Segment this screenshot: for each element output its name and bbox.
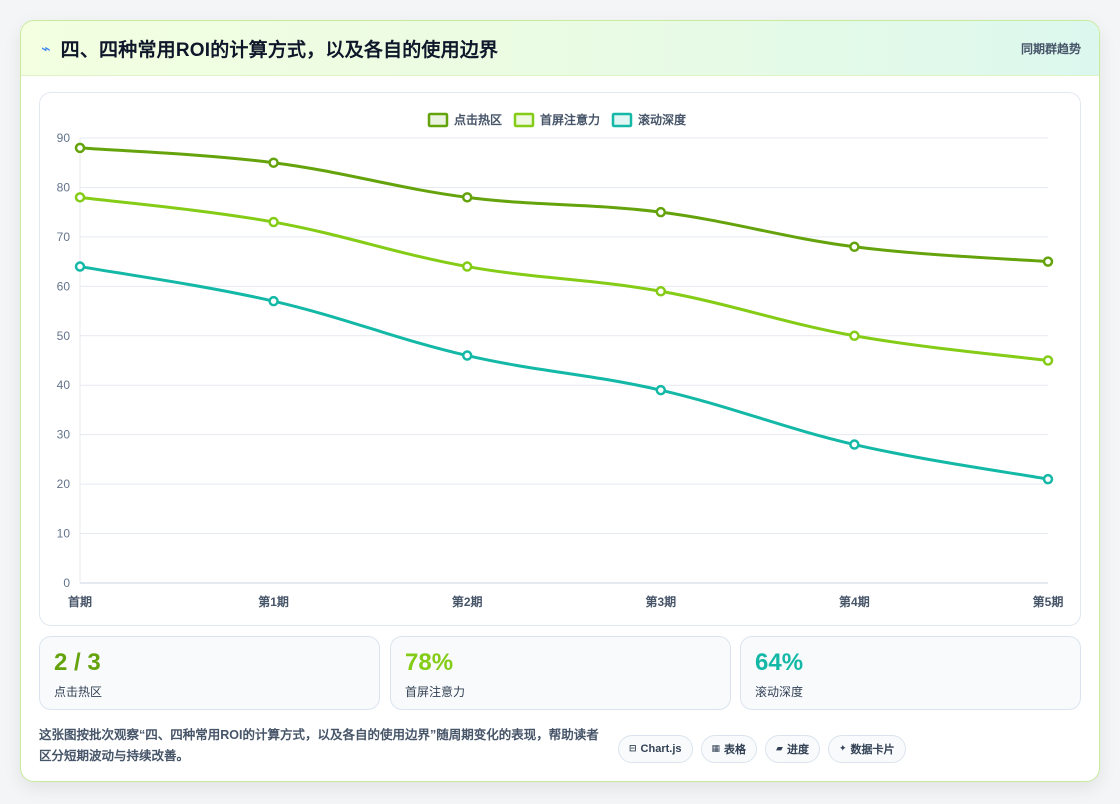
chart-card: ⌁ 四、四种常用ROI的计算方式，以及各自的使用边界 同期群趋势 0 10 20 30… (20, 20, 1100, 782)
chart-description: 这张图按批次观察“四、四种常用ROI的计算方式，以及各自的使用边界”随周期变化的… (39, 728, 599, 763)
data-point (1042, 355, 1054, 366)
cohort-trend-label: 同期群趋势 (1020, 41, 1081, 56)
data-point (461, 350, 473, 361)
y-tick-label: 50 (57, 329, 71, 343)
stat-cards: 2 / 3 点击热区 78% 首屏注意力 64% 滚动深度 (39, 636, 1081, 710)
data-point (74, 261, 86, 272)
legend-label: 点击热区 (454, 112, 502, 127)
title-wrap: ⌁ 四、四种常用ROI的计算方式，以及各自的使用边界 (41, 35, 498, 62)
x-tick-label: 首期 (68, 594, 92, 609)
y-tick-label: 90 (57, 131, 71, 145)
series-line (78, 195, 1050, 362)
data-point (268, 295, 279, 307)
data-point (461, 192, 473, 203)
y-tick-label: 80 (57, 180, 71, 194)
y-tick-label: 40 (57, 378, 71, 392)
page-title: 四、四种常用ROI的计算方式，以及各自的使用边界 (60, 39, 499, 61)
legend-swatch (513, 112, 535, 128)
stat-card-click-heat: 2 / 3 点击热区 (39, 636, 380, 710)
data-point (1042, 256, 1054, 267)
data-point (655, 384, 667, 396)
chart-container: 0 10 20 30 40 50 60 70 80 90 首期 第1期 第2期 第3期 第4期 第5期 点击热区… (39, 92, 1081, 626)
pill-label: 进度 (786, 744, 809, 756)
legend-label: 首屏注意力 (540, 112, 600, 127)
data-point (655, 206, 667, 218)
data-point (1042, 473, 1054, 485)
stat-card-first-screen: 78% 首屏注意力 (390, 636, 731, 710)
chartjs-pill[interactable]: ⊟ Chart.js (618, 735, 693, 763)
y-tick-label: 10 (57, 527, 71, 541)
x-tick-label: 第3期 (645, 594, 676, 609)
stat-label: 首屏注意力 (405, 685, 466, 699)
series-line (78, 265, 1050, 481)
table-pill[interactable]: ▦ 表格 (700, 735, 758, 763)
data-point (849, 330, 860, 342)
stat-card-scroll-depth: 64% 滚动深度 (740, 636, 1081, 710)
legend-label: 滚动深度 (638, 112, 687, 127)
series-line (78, 146, 1050, 264)
data-point (74, 192, 86, 203)
progress-icon: ▰ (776, 744, 783, 754)
y-tick-label: 30 (57, 428, 71, 442)
legend-swatch (611, 112, 633, 128)
data-point (74, 142, 86, 154)
lightning-icon: ⌁ (41, 38, 51, 58)
stat-label: 滚动深度 (755, 685, 804, 699)
stat-value: 2 / 3 (54, 649, 101, 676)
pill-label: Chart.js (640, 743, 682, 755)
y-tick-label: 0 (63, 576, 70, 590)
y-tick-label: 60 (57, 279, 71, 293)
legend-swatch (427, 112, 449, 128)
x-tick-label: 第2期 (452, 594, 483, 609)
data-point (849, 241, 860, 253)
card-header: ⌁ 四、四种常用ROI的计算方式，以及各自的使用边界 同期群趋势 (21, 21, 1099, 76)
progress-pill[interactable]: ▰ 进度 (765, 735, 820, 763)
stat-label: 点击热区 (54, 685, 103, 699)
stat-value: 78% (405, 649, 454, 676)
data-point (655, 286, 667, 297)
y-tick-label: 20 (57, 477, 71, 491)
data-card-pill[interactable]: ✦ 数据卡片 (827, 735, 906, 763)
x-tick-label: 第5期 (1033, 594, 1064, 609)
x-tick-label: 第4期 (839, 594, 870, 609)
data-point (268, 157, 279, 168)
data-point (461, 261, 473, 272)
data-point (849, 439, 860, 450)
pill-label: 表格 (724, 744, 747, 756)
y-tick-label: 70 (57, 230, 71, 244)
stat-value: 64% (755, 649, 804, 676)
tag-pills: ⊟ Chart.js ▦ 表格 ▰ 进度 ✦ 数据卡片 (618, 735, 906, 763)
pill-label: 数据卡片 (850, 744, 895, 756)
card-icon: ✦ (838, 744, 847, 754)
table-icon: ▦ (711, 744, 721, 754)
chart-icon: ⊟ (629, 744, 637, 754)
line-chart: 0 10 20 30 40 50 60 70 80 90 首期 第1期 第2期 第3期 第4期 第5期 点击热区… (57, 112, 1064, 609)
x-tick-label: 第1期 (258, 594, 289, 609)
data-point (268, 216, 279, 228)
